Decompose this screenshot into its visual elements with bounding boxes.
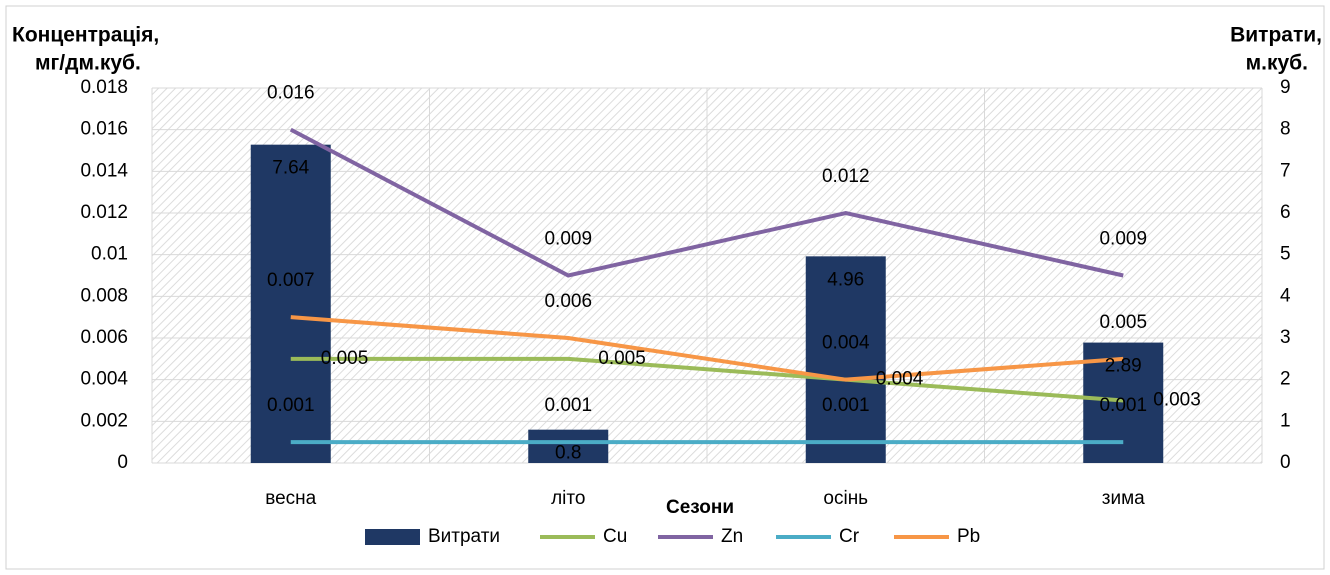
data-label: 0.016 [267,83,315,104]
data-label: 0.005 [321,348,369,369]
x-tick-label: весна [265,488,316,509]
data-label: 0.007 [267,270,315,291]
data-label: 0.009 [1099,229,1147,250]
x-tick-label: осінь [823,488,868,509]
y2-tick-label: 9 [1280,77,1291,98]
y-tick-label: 0 [117,452,128,473]
data-label: 0.005 [1099,312,1147,333]
bar [250,144,331,463]
legend-label: Zn [721,526,743,547]
y2-axis-title: Витрати, [1230,24,1322,47]
line [290,315,1124,382]
bar [528,429,609,463]
data-label: 0.004 [876,369,924,390]
data-label: 0.001 [1099,395,1147,416]
y2-tick-label: 7 [1280,160,1291,181]
data-label: 0.012 [822,166,870,187]
data-label: 2.89 [1105,356,1142,377]
y-tick-label: 0.016 [80,119,128,140]
data-label: 4.96 [827,269,864,290]
x-tick-label: літо [551,488,585,509]
y2-tick-label: 2 [1280,369,1291,390]
y2-tick-label: 1 [1280,410,1291,431]
line [290,356,1124,403]
data-label: 0.009 [544,229,592,250]
y2-tick-label: 8 [1280,119,1291,140]
y-tick-label: 0.018 [80,77,128,98]
y-tick-label: 0.008 [80,285,128,306]
legend-label: Витрати [428,526,500,547]
y-tick-label: 0.01 [91,244,128,265]
y-tick-label: 0.014 [80,160,128,181]
data-label: 7.64 [272,158,309,179]
legend-label: Cr [839,526,860,547]
data-label: 0.003 [1153,390,1201,411]
y2-axis-title: м.куб. [1246,52,1308,75]
y-tick-label: 0.004 [80,369,128,390]
y-tick-label: 0.006 [80,327,128,348]
data-label: 0.001 [822,395,870,416]
y2-tick-label: 3 [1280,327,1291,348]
data-label: 0.005 [598,348,646,369]
legend-swatch [365,529,420,545]
data-label: 0.001 [544,395,592,416]
data-label: 0.006 [544,291,592,312]
y2-tick-label: 4 [1280,285,1291,306]
line [289,127,1124,278]
x-axis-title: Сезони [666,497,734,518]
y-axis-title: мг/дм.куб. [35,52,141,75]
y-tick-label: 0.002 [80,410,128,431]
y2-tick-label: 0 [1280,452,1291,473]
y-tick-label: 0.012 [80,202,128,223]
x-tick-label: зима [1102,488,1145,509]
data-label: 0.8 [555,443,581,464]
data-label: 0.001 [267,395,315,416]
y2-tick-label: 5 [1280,244,1291,265]
y2-tick-label: 6 [1280,202,1291,223]
y-axis-title: Концентрація, [12,24,159,47]
legend-label: Cu [603,526,627,547]
data-label: 0.004 [822,333,870,354]
bar [805,256,886,463]
legend-label: Pb [957,526,980,547]
